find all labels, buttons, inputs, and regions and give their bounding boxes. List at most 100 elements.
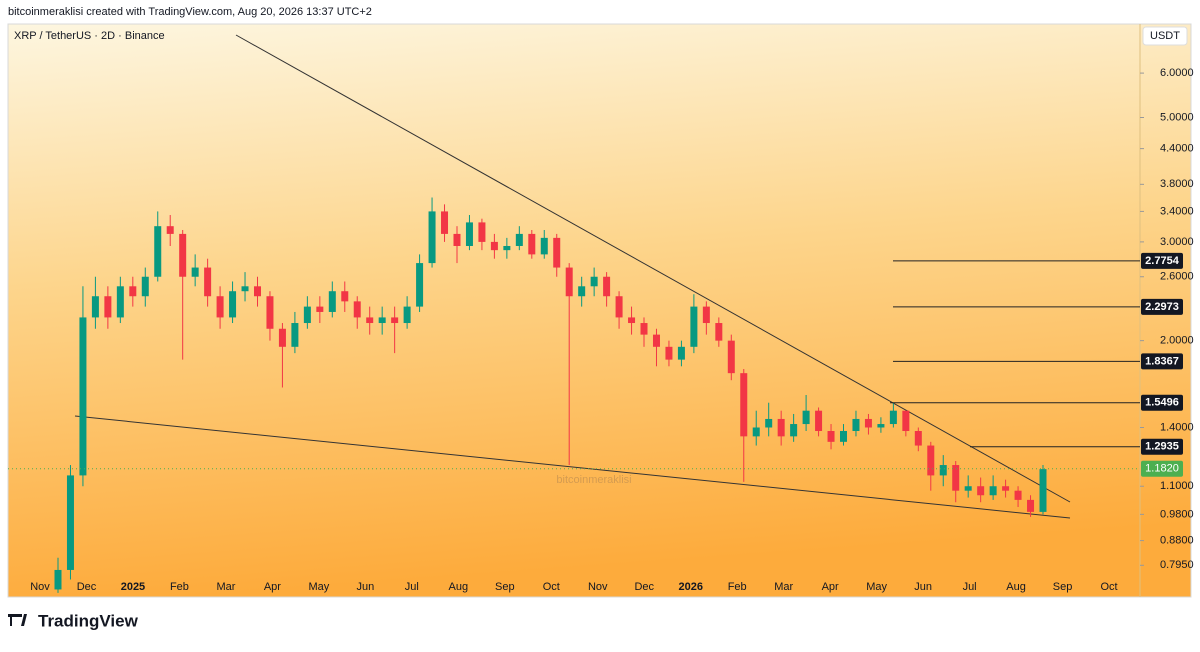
candle-body: [416, 263, 424, 307]
candle-body: [827, 431, 835, 442]
y-tick-label: 0.7950: [1160, 559, 1194, 571]
candle-body: [166, 226, 174, 234]
candle-body: [939, 465, 947, 476]
candle-body: [540, 237, 548, 255]
x-tick-label: Feb: [170, 581, 189, 593]
candle-body: [241, 286, 249, 292]
candle-body: [840, 431, 848, 442]
candle-body: [204, 267, 212, 297]
candle-body: [465, 222, 473, 246]
candle-body: [391, 317, 399, 324]
candle-body: [852, 418, 860, 432]
candle-body: [989, 486, 997, 496]
candle-body: [453, 233, 461, 246]
level-label: 2.2973: [1145, 301, 1179, 313]
level-badge: [1141, 394, 1183, 411]
x-tick-label: Sep: [1053, 581, 1073, 593]
candle-body: [740, 373, 748, 437]
candle-body: [864, 418, 872, 428]
candle-body: [615, 296, 623, 318]
candle-body: [54, 569, 62, 590]
candle-body: [902, 410, 910, 432]
x-tick-label: Feb: [728, 581, 747, 593]
y-tick-label: 4.4000: [1160, 143, 1194, 155]
x-tick-label: May: [866, 581, 887, 593]
level-label: 1.5496: [1145, 397, 1179, 409]
candle-body: [578, 286, 586, 297]
candle-body: [328, 291, 336, 312]
x-tick-label: Jun: [914, 581, 932, 593]
candle-body: [1027, 499, 1035, 512]
credit: bitcoinmeraklisi created with TradingVie…: [8, 6, 372, 18]
candle-body: [977, 486, 985, 496]
candle-body: [528, 233, 536, 255]
candle-body: [515, 233, 523, 246]
brand: TradingView: [38, 611, 139, 630]
candle-body: [889, 410, 897, 425]
candle-body: [441, 211, 449, 234]
candle-body: [665, 346, 673, 360]
candle-body: [952, 465, 960, 491]
x-tick-label: Dec: [634, 581, 654, 593]
x-tick-label: Jun: [356, 581, 374, 593]
y-tick-label: 1.1000: [1160, 480, 1194, 492]
x-tick-label: Mar: [774, 581, 793, 593]
unit-label: USDT: [1150, 30, 1180, 42]
level-badge: [1141, 353, 1183, 370]
x-tick-label: Apr: [264, 581, 281, 593]
candle-body: [378, 317, 386, 324]
y-tick-label: 5.0000: [1160, 111, 1194, 123]
candle-body: [964, 486, 972, 491]
x-tick-label: 2026: [678, 581, 702, 593]
x-tick-label: Mar: [216, 581, 235, 593]
candle-body: [278, 328, 286, 347]
level-label: 2.7754: [1145, 255, 1180, 267]
y-tick-label: 3.0000: [1160, 236, 1194, 248]
tv-logo: [8, 614, 27, 626]
candle-body: [129, 286, 137, 297]
level-label: 1.2935: [1145, 441, 1179, 453]
x-tick-label: Apr: [822, 581, 839, 593]
y-tick-label: 6.0000: [1160, 67, 1194, 79]
candle-body: [877, 424, 885, 428]
candle-body: [141, 276, 149, 297]
candle-body: [154, 226, 162, 277]
candle-body: [690, 306, 698, 347]
candle-body: [303, 306, 311, 324]
candle-body: [91, 296, 99, 318]
candle-body: [553, 237, 561, 268]
candle-body: [603, 276, 611, 297]
x-tick-label: Nov: [30, 581, 50, 593]
candle-body: [1039, 469, 1047, 512]
y-tick-label: 0.8800: [1160, 534, 1194, 546]
candle-body: [815, 410, 823, 432]
candle-body: [253, 286, 261, 297]
unit-box: [1142, 26, 1188, 46]
candle-body: [802, 410, 810, 425]
candle-body: [403, 306, 411, 324]
candle-body: [266, 296, 274, 329]
x-tick-label: Aug: [449, 581, 469, 593]
candle-body: [104, 296, 112, 318]
candle-body: [316, 306, 324, 312]
y-tick-label: 2.0000: [1160, 335, 1194, 347]
candle-body: [1014, 490, 1022, 500]
last-price-label: 1.1820: [1145, 463, 1179, 475]
candle-body: [478, 222, 486, 242]
candle-body: [590, 276, 598, 287]
y-tick-label: 3.4000: [1160, 205, 1194, 217]
y-tick-label: 2.6000: [1160, 271, 1194, 283]
candle-body: [715, 323, 723, 341]
candle-body: [353, 301, 361, 318]
candle-body: [229, 291, 237, 318]
candle-body: [179, 233, 187, 277]
candle-body: [79, 317, 87, 476]
level-badge: [1141, 438, 1183, 455]
candle-body: [366, 317, 374, 324]
candle-body: [914, 431, 922, 446]
candle-body: [628, 317, 636, 324]
candle-body: [765, 418, 773, 428]
candle-body: [216, 296, 224, 318]
candle-body: [341, 291, 349, 302]
